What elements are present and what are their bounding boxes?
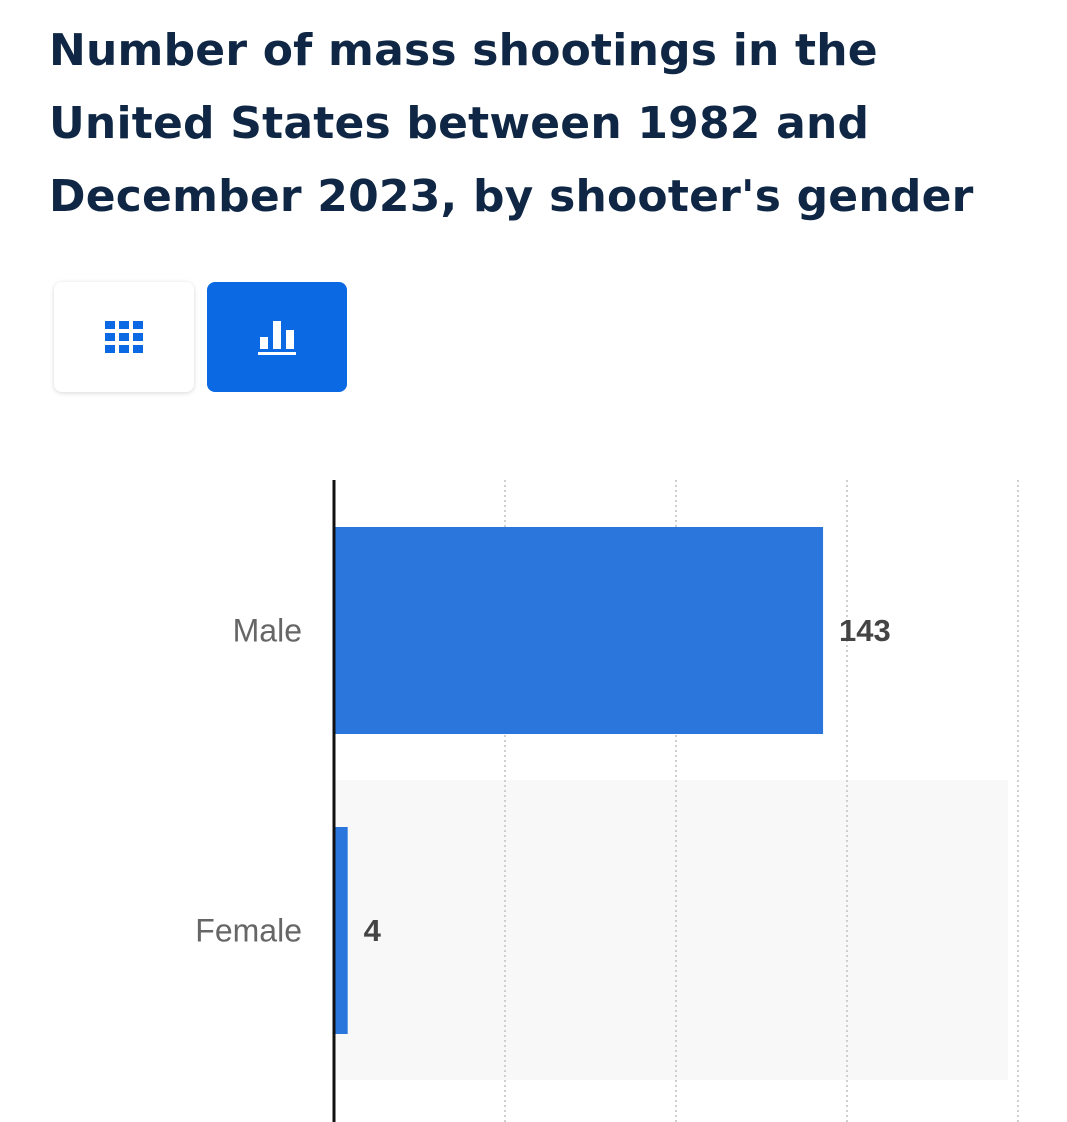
data-label: 4 [364,913,382,948]
bar [334,827,348,1034]
bar-chart: Male 143 Female 4 [195,480,1019,1122]
chart-title-line-1: Number of mass shootings in the [49,25,878,76]
data-label: 143 [839,613,891,648]
table-view-button[interactable] [54,282,194,392]
row-background [334,780,1008,1080]
chart-title: Number of mass shootings in the United S… [49,14,1039,233]
category-label: Female [195,913,302,949]
table-grid-icon [105,321,143,353]
bar [334,527,824,734]
view-toggle [54,282,347,392]
chart-title-line-3: December 2023, by shooter's gender [49,171,974,222]
chart-view-button[interactable] [207,282,347,392]
bar-chart-icon [258,321,296,355]
chart-title-line-2: United States between 1982 and [49,98,870,149]
category-label: Male [233,613,302,649]
chart-area: Male 143 Female 4 [0,470,1067,1122]
